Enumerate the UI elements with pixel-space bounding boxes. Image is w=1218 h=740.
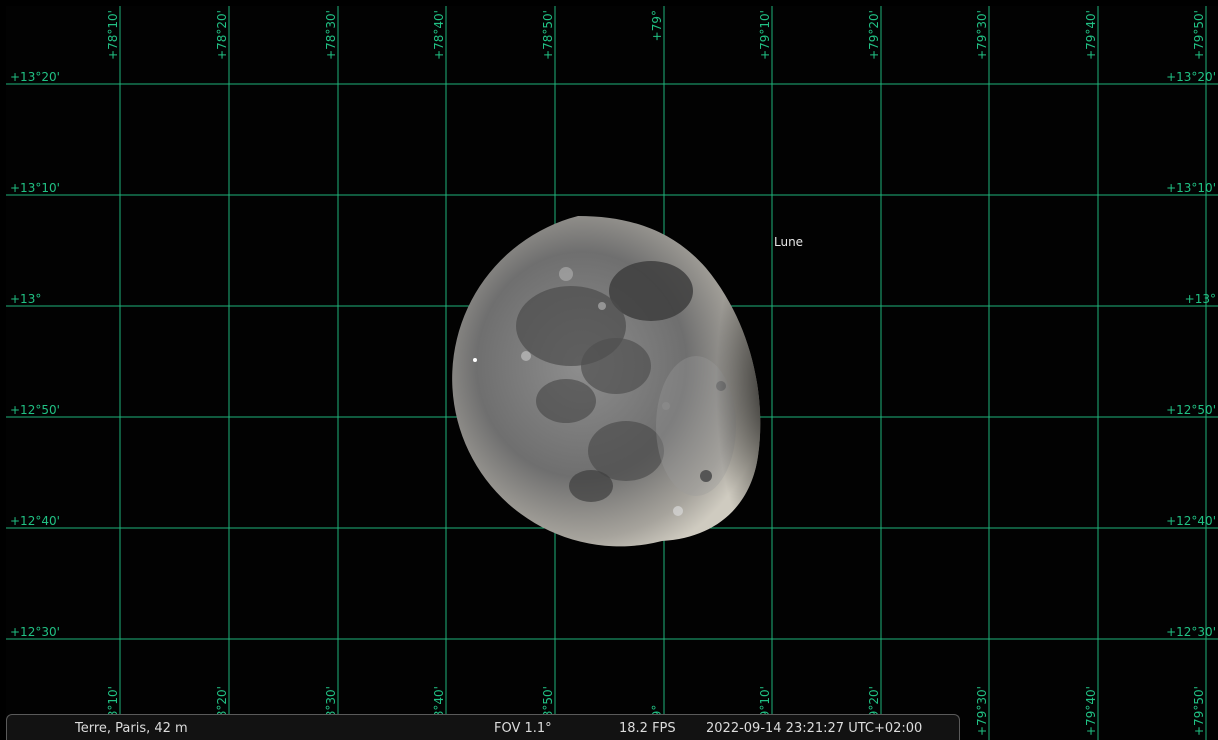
dec-label-left: +13°10' <box>10 181 60 195</box>
fov-text[interactable]: FOV 1.1° <box>494 721 552 736</box>
ra-label-bottom: +79°40' <box>1084 686 1098 736</box>
datetime-text[interactable]: 2022-09-14 23:21:27 UTC+02:00 <box>706 721 923 736</box>
dec-label-right: +12°40' <box>1166 514 1216 528</box>
dec-label-right: +12°30' <box>1166 625 1216 639</box>
dec-label-left: +12°50' <box>10 403 60 417</box>
dec-label-right: +13° <box>1185 292 1216 306</box>
dec-label-right: +13°10' <box>1166 181 1216 195</box>
moon-surface-detail <box>516 216 761 547</box>
status-bar: Terre, Paris, 42 m FOV 1.1° 18.2 FPS 202… <box>6 714 960 740</box>
fps-text: 18.2 FPS <box>619 721 676 736</box>
moon[interactable] <box>452 206 776 566</box>
ra-label-top: +78°20' <box>215 10 229 60</box>
ra-label-top: +78°50' <box>541 10 555 60</box>
dec-label-left: +13°20' <box>10 70 60 84</box>
ra-label-bottom: +79°30' <box>975 686 989 736</box>
sky-view[interactable]: Lune +13°20' +13°20' +13°10' +13°10' +13° +13… <box>6 6 1218 740</box>
ra-label-top: +78°40' <box>432 10 446 60</box>
ra-label-top: +79°40' <box>1084 10 1098 60</box>
location-text[interactable]: Terre, Paris, 42 m <box>75 721 188 736</box>
ra-label-bottom: +79°50' <box>1192 686 1206 736</box>
dec-label-right: +12°50' <box>1166 403 1216 417</box>
ra-label-top: +79° <box>650 10 664 41</box>
star-marker[interactable] <box>473 358 477 362</box>
dec-label-left: +12°30' <box>10 625 60 639</box>
dec-label-right: +13°20' <box>1166 70 1216 84</box>
sky-canvas[interactable]: Lune +13°20' +13°20'+13°10' +13°10'+13° +13… <box>6 6 1218 740</box>
ra-label-top: +79°30' <box>975 10 989 60</box>
ra-label-top: +79°10' <box>758 10 772 60</box>
dec-label-left: +12°40' <box>10 514 60 528</box>
dec-label-left: +13° <box>10 292 41 306</box>
ra-label-top: +79°20' <box>867 10 881 60</box>
moon-label[interactable]: Lune <box>774 235 803 249</box>
declination-labels: +13°20' +13°20' +13°10' +13°10' +13° +13° +12°… <box>10 70 1216 639</box>
ra-label-top: +78°10' <box>106 10 120 60</box>
ra-label-top: +78°30' <box>324 10 338 60</box>
ra-label-top: +79°50' <box>1192 10 1206 60</box>
